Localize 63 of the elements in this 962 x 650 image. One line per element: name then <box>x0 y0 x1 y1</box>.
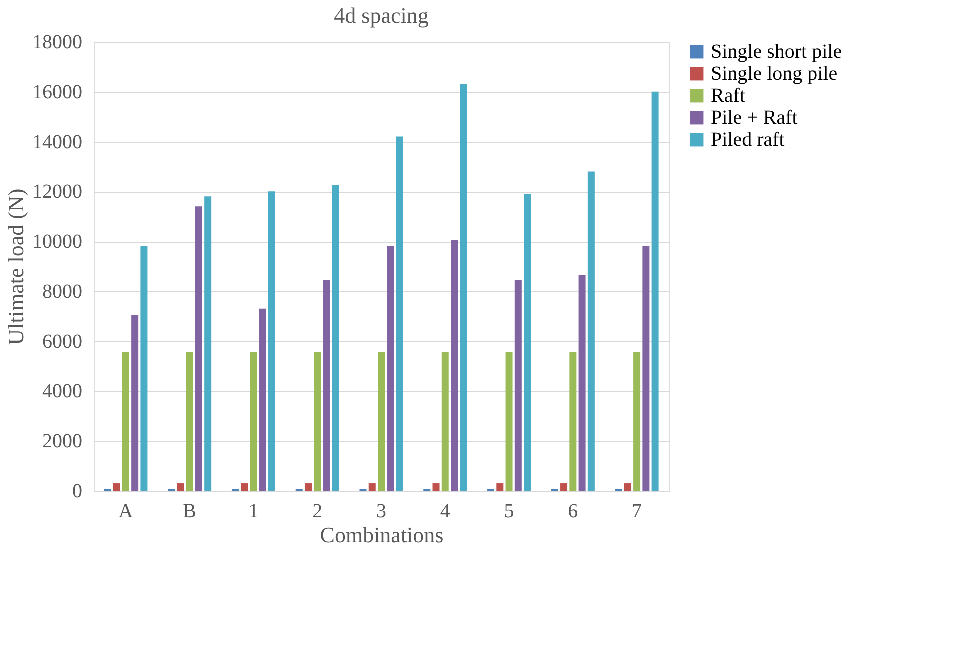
legend-label: Raft <box>711 85 746 107</box>
bar <box>432 484 440 491</box>
bar <box>624 484 632 491</box>
bar <box>204 196 212 491</box>
bar <box>396 136 404 491</box>
x-tick-label: 4 <box>440 500 450 522</box>
bar <box>451 240 458 491</box>
x-tick-label: B <box>183 500 197 522</box>
bar <box>186 352 194 491</box>
bar <box>442 352 449 491</box>
bar <box>268 192 276 491</box>
x-tick-label: 5 <box>504 500 514 522</box>
x-tick-label: 2 <box>312 500 323 522</box>
y-tick-label: 10000 <box>32 231 82 254</box>
legend-label: Single long pile <box>711 63 838 85</box>
y-tick-label: 8000 <box>42 280 82 303</box>
legend-label: Piled raft <box>711 129 786 151</box>
y-tick-label: 18000 <box>32 32 82 54</box>
bar <box>122 352 130 491</box>
bar <box>314 352 322 491</box>
bar <box>514 280 522 491</box>
bar <box>506 352 513 491</box>
bar <box>570 352 577 491</box>
bar <box>496 484 504 491</box>
x-tick-label: 1 <box>248 500 259 522</box>
bar <box>177 484 184 491</box>
bar <box>259 308 266 491</box>
bar <box>140 246 148 491</box>
bar <box>460 84 468 491</box>
x-tick-label: A <box>118 500 134 522</box>
y-axis-title: Ultimate load (N) <box>4 188 28 346</box>
bar <box>378 352 385 491</box>
y-tick-label: 0 <box>72 480 82 502</box>
bar <box>588 172 595 491</box>
bar <box>560 484 568 491</box>
bar <box>332 185 340 491</box>
bar <box>323 280 330 491</box>
chart-title: 4d spacing <box>334 3 429 28</box>
bar <box>634 352 641 491</box>
bar <box>113 484 120 491</box>
bar <box>132 315 139 491</box>
y-tick-label: 4000 <box>42 380 82 403</box>
bar <box>387 246 394 491</box>
bar <box>250 352 258 491</box>
bar <box>195 206 202 491</box>
legend-label: Single short pile <box>711 41 842 63</box>
bar <box>524 194 532 491</box>
y-tick-label: 14000 <box>32 131 82 154</box>
y-tick-label: 6000 <box>42 330 82 353</box>
x-tick-label: 3 <box>376 500 386 522</box>
legend-label: Pile + Raft <box>711 107 798 129</box>
bar <box>304 484 312 491</box>
bar <box>368 484 376 491</box>
x-axis-title: Combinations <box>320 522 444 548</box>
y-tick-label: 2000 <box>42 430 82 453</box>
bar <box>652 92 659 491</box>
y-tick-label: 12000 <box>32 181 82 204</box>
bar <box>642 246 650 491</box>
x-tick-label: 6 <box>568 500 578 522</box>
x-tick-label: 7 <box>632 500 642 522</box>
bar <box>578 275 586 491</box>
bar <box>241 484 248 491</box>
y-tick-label: 16000 <box>32 81 82 104</box>
